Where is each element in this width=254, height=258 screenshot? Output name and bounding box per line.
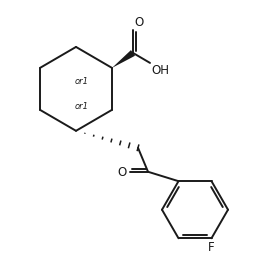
Text: or1: or1 [75,77,89,86]
Polygon shape [112,50,135,68]
Text: O: O [134,16,143,29]
Text: OH: OH [151,64,169,77]
Text: O: O [118,166,127,179]
Text: or1: or1 [75,102,89,111]
Text: F: F [208,241,215,254]
